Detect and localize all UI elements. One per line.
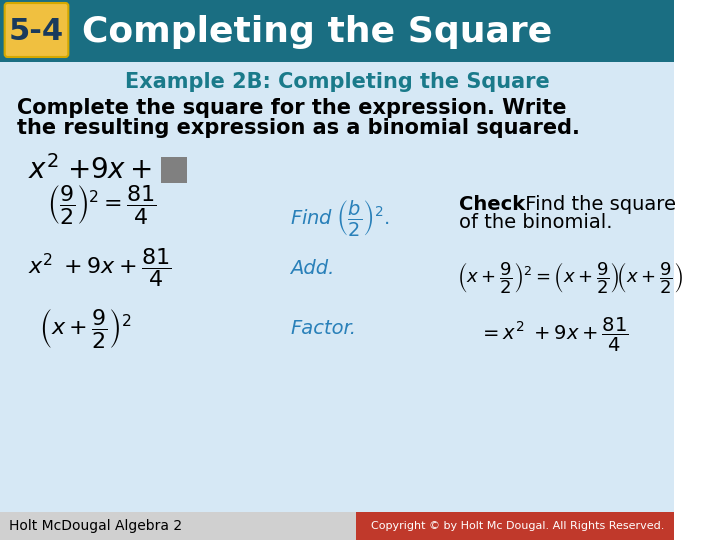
- Text: $x^2\;+9x+\dfrac{81}{4}$: $x^2\;+9x+\dfrac{81}{4}$: [28, 247, 171, 289]
- Text: $Find\;\left(\dfrac{b}{2}\right)^2.$: $Find\;\left(\dfrac{b}{2}\right)^2.$: [290, 198, 390, 238]
- FancyBboxPatch shape: [0, 62, 674, 512]
- Text: Factor.: Factor.: [290, 319, 356, 338]
- Text: of the binomial.: of the binomial.: [459, 213, 612, 232]
- FancyBboxPatch shape: [0, 62, 674, 512]
- FancyBboxPatch shape: [0, 0, 674, 62]
- FancyBboxPatch shape: [4, 3, 68, 57]
- Text: $x^2$: $x^2$: [28, 155, 59, 185]
- Text: 5-4: 5-4: [9, 17, 64, 46]
- Text: $\left(x+\dfrac{9}{2}\right)^2$: $\left(x+\dfrac{9}{2}\right)^2$: [40, 307, 132, 349]
- FancyBboxPatch shape: [0, 0, 674, 62]
- FancyBboxPatch shape: [161, 157, 187, 183]
- Text: $\left(x+\dfrac{9}{2}\right)^2 = \left(x+\dfrac{9}{2}\right)\!\left(x+\dfrac{9}{: $\left(x+\dfrac{9}{2}\right)^2 = \left(x…: [456, 260, 683, 296]
- Text: $\left(\dfrac{9}{2}\right)^2 = \dfrac{81}{4}$: $\left(\dfrac{9}{2}\right)^2 = \dfrac{81…: [47, 184, 157, 226]
- Text: Completing the Square: Completing the Square: [82, 15, 553, 49]
- Text: Find the square: Find the square: [518, 195, 675, 214]
- Text: Add.: Add.: [290, 259, 335, 278]
- FancyBboxPatch shape: [356, 512, 674, 540]
- Text: Copyright © by Holt Mc Dougal. All Rights Reserved.: Copyright © by Holt Mc Dougal. All Right…: [372, 521, 665, 531]
- FancyBboxPatch shape: [0, 62, 674, 512]
- Text: Example 2B: Completing the Square: Example 2B: Completing the Square: [125, 72, 549, 92]
- FancyBboxPatch shape: [0, 512, 674, 540]
- Text: $= x^2\;+9x+\dfrac{81}{4}$: $= x^2\;+9x+\dfrac{81}{4}$: [480, 316, 629, 354]
- Text: $+ 9x +$: $+ 9x +$: [68, 156, 153, 184]
- FancyBboxPatch shape: [0, 0, 674, 62]
- Text: Complete the square for the expression. Write: Complete the square for the expression. …: [17, 98, 567, 118]
- Text: the resulting expression as a binomial squared.: the resulting expression as a binomial s…: [17, 118, 580, 138]
- Text: Holt McDougal Algebra 2: Holt McDougal Algebra 2: [9, 519, 182, 533]
- Text: Check: Check: [459, 195, 525, 214]
